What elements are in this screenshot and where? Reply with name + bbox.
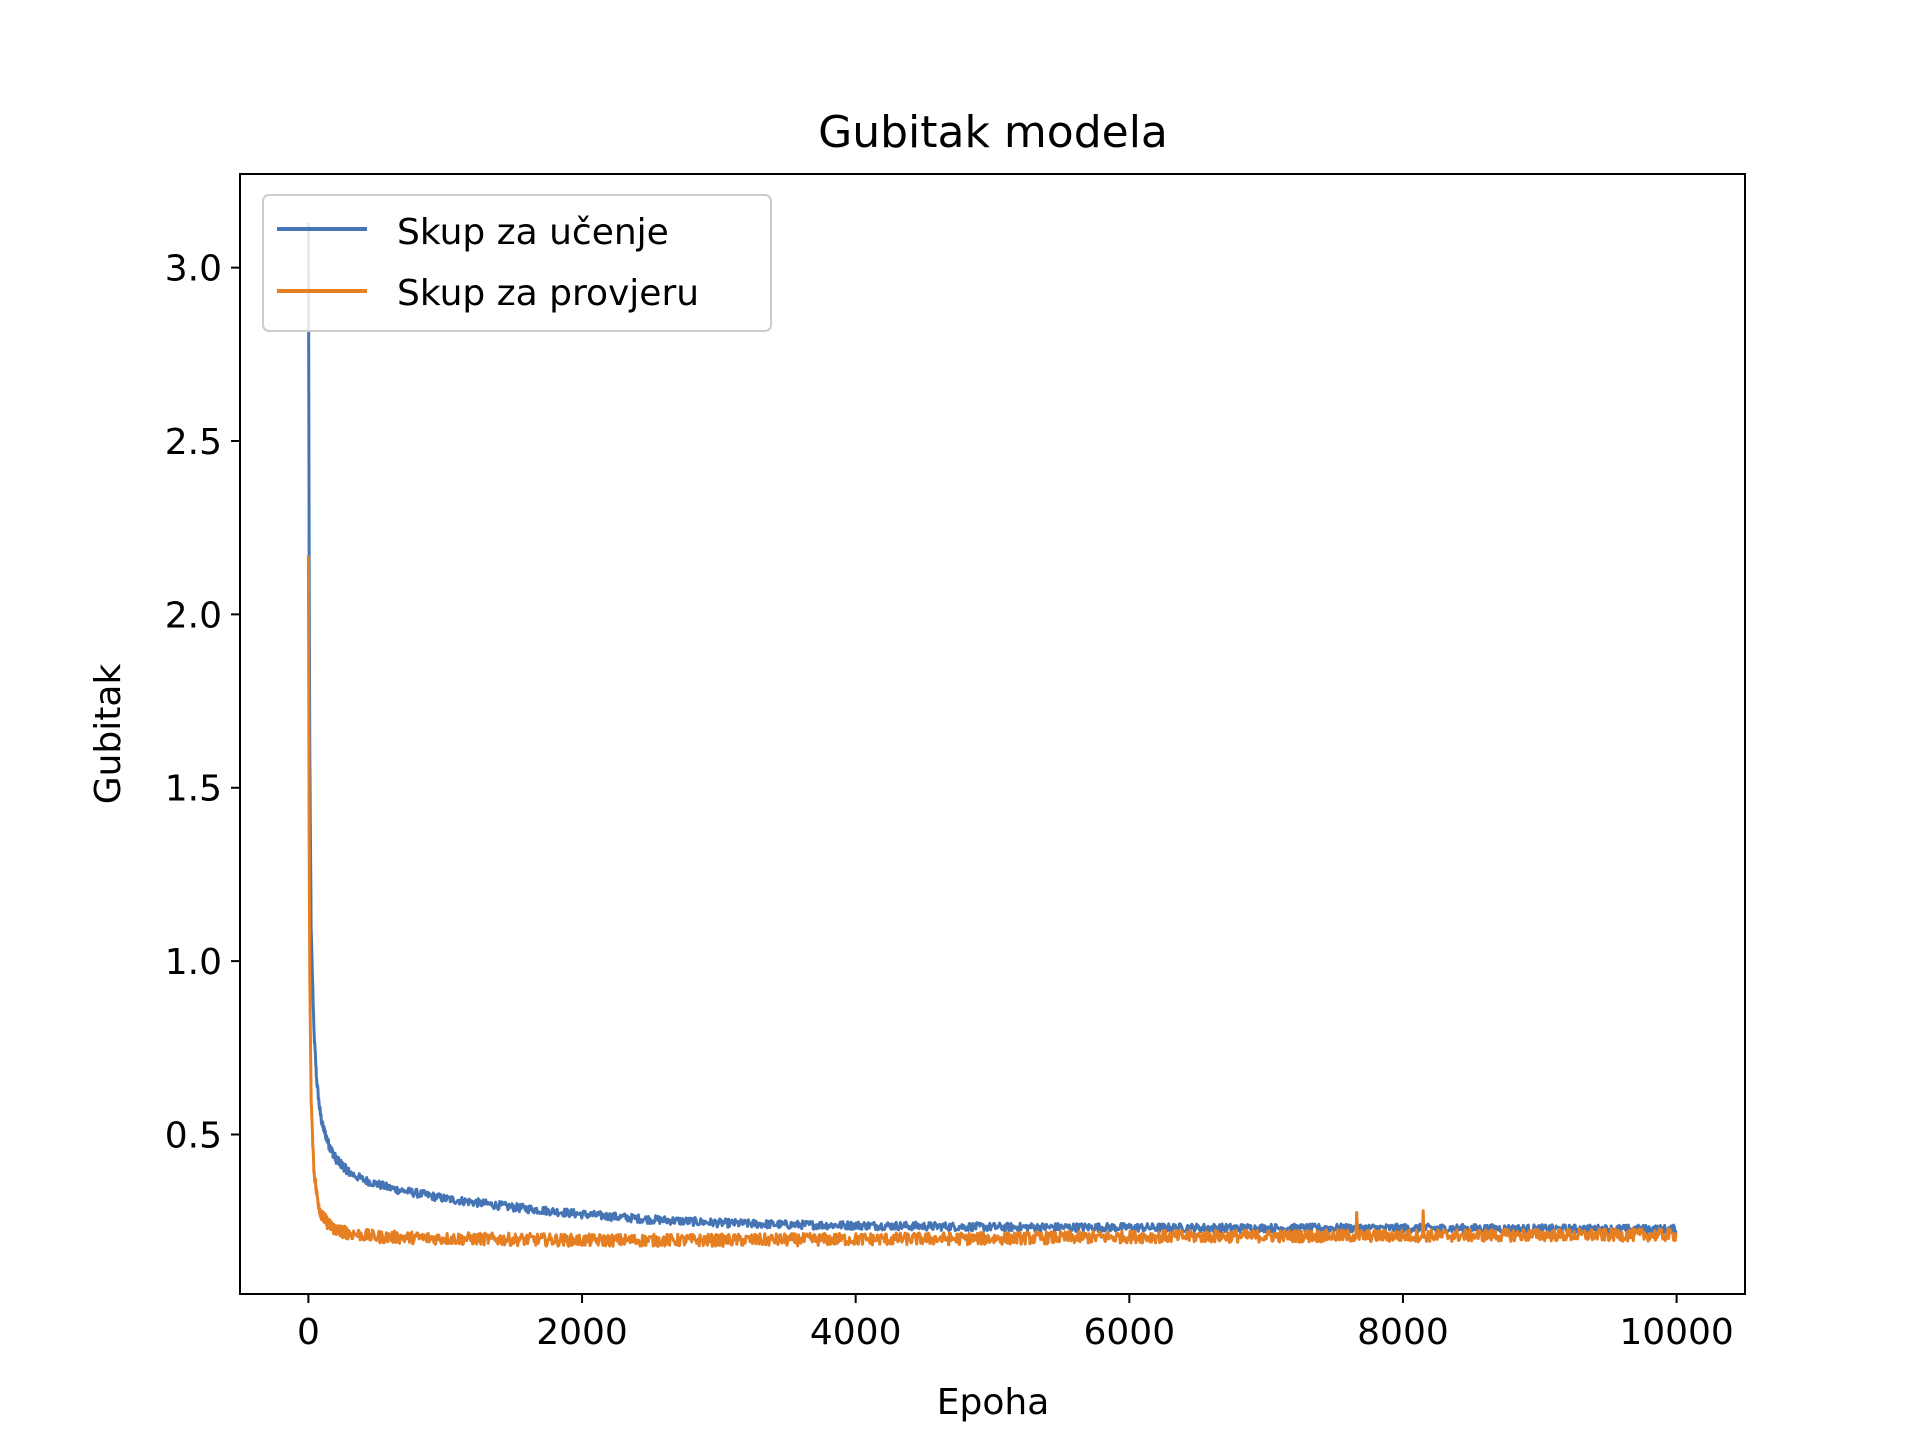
- x-tick-label: 0: [297, 1312, 320, 1353]
- legend-label-train: Skup za učenje: [397, 212, 669, 253]
- train-loss-line: [306, 222, 1678, 1235]
- validation-loss-line: [306, 555, 1678, 1248]
- chart-title: Gubitak modela: [818, 107, 1168, 158]
- y-tick-label: 2.0: [165, 595, 222, 636]
- x-axis-label: Epoha: [937, 1382, 1050, 1423]
- y-tick-label: 0.5: [165, 1115, 222, 1156]
- x-tick-label: 10000: [1619, 1312, 1734, 1353]
- y-tick-label: 1.5: [165, 769, 222, 810]
- x-tick-label: 8000: [1357, 1312, 1449, 1353]
- x-tick-label: 4000: [810, 1312, 902, 1353]
- y-axis-ticks: 0.5 1.0 1.5 2.0 2.5 3.0: [165, 249, 240, 1156]
- plot-lines: [306, 222, 1678, 1248]
- legend-box: [262, 194, 772, 332]
- x-axis-ticks: 0 2000 4000 6000 8000 10000: [297, 1294, 1734, 1353]
- y-tick-label: 1.0: [165, 942, 222, 983]
- y-tick-label: 3.0: [165, 249, 222, 290]
- legend: Skup za učenje Skup za provjeru: [262, 194, 772, 332]
- x-tick-label: 2000: [536, 1312, 628, 1353]
- plot-frame: [239, 173, 1746, 1295]
- legend-label-validation: Skup za provjeru: [397, 273, 699, 314]
- y-axis-label: Gubitak: [88, 664, 129, 805]
- x-tick-label: 6000: [1084, 1312, 1176, 1353]
- y-tick-label: 2.5: [165, 422, 222, 463]
